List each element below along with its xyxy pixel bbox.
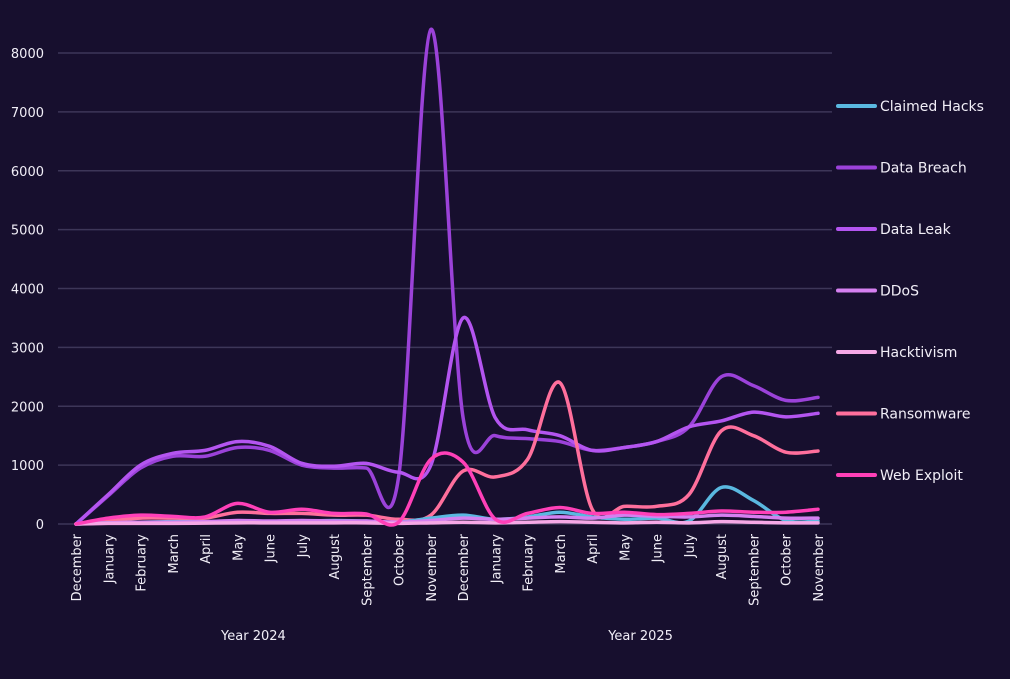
legend-item-web-exploit[interactable]: Web Exploit [836, 468, 963, 484]
legend-label: Hacktivism [880, 345, 957, 361]
x-tick-label: February [135, 534, 150, 592]
x-axis-ticks: December January February March April May June… [70, 533, 827, 606]
y-tick-label: 6000 [11, 165, 44, 180]
x-tick-label: June [264, 534, 279, 563]
y-tick-label: 7000 [11, 106, 44, 121]
x-tick-label: November [812, 533, 827, 601]
x-tick-label: July [296, 534, 311, 559]
legend-label: Web Exploit [880, 468, 963, 484]
x-tick-label: April [199, 534, 214, 564]
x-group-label: Year 2025 [607, 629, 673, 644]
y-tick-label: 1000 [11, 459, 44, 474]
legend-label: Data Breach [880, 161, 967, 177]
legend-item-ddos[interactable]: DDoS [836, 284, 919, 300]
legend-label: Ransomware [880, 407, 970, 423]
series-line-data-breach [74, 27, 820, 526]
legend-label: Data Leak [880, 222, 952, 238]
x-tick-label: May [231, 534, 246, 561]
x-tick-label: July [683, 534, 698, 559]
x-tick-label: January [102, 534, 117, 585]
legend-label: Claimed Hacks [880, 99, 984, 115]
x-tick-label: December [457, 533, 472, 601]
y-tick-label: 8000 [11, 47, 44, 62]
series-line-hacktivism [74, 519, 820, 526]
y-tick-label: 3000 [11, 341, 44, 356]
y-tick-label: 4000 [11, 283, 44, 298]
x-tick-label: January [489, 534, 504, 585]
legend-item-hacktivism[interactable]: Hacktivism [836, 345, 957, 361]
y-tick-label: 5000 [11, 224, 44, 239]
legend-item-data-leak[interactable]: Data Leak [836, 222, 952, 238]
x-tick-label: August [328, 534, 343, 580]
x-tick-label: June [651, 534, 666, 563]
legend: Claimed Hacks Data Breach Data Leak DDoS Hac… [836, 99, 984, 484]
gridlines [58, 52, 832, 525]
y-tick-label: 0 [36, 518, 44, 533]
x-tick-label: April [586, 534, 601, 564]
legend-item-claimed-hacks[interactable]: Claimed Hacks [836, 99, 984, 115]
series-lines [74, 27, 820, 527]
x-tick-label: March [554, 534, 569, 574]
legend-item-ransomware[interactable]: Ransomware [836, 407, 970, 423]
x-tick-label: March [167, 534, 182, 574]
x-tick-label: October [780, 533, 795, 586]
x-tick-label: May [618, 534, 633, 561]
series-line-data-leak [74, 316, 820, 526]
x-group-label: Year 2024 [220, 629, 286, 644]
x-tick-label: September [747, 533, 762, 606]
y-tick-label: 2000 [11, 400, 44, 415]
x-tick-label: August [715, 534, 730, 580]
legend-label: DDoS [880, 284, 919, 300]
y-axis-ticks: 0 1000 2000 3000 4000 5000 6000 7000 8000 [11, 47, 44, 533]
x-axis-group-labels: Year 2024 Year 2025 [220, 629, 673, 644]
x-tick-label: November [425, 533, 440, 601]
x-tick-label: December [70, 533, 85, 601]
x-tick-label: September [360, 533, 375, 606]
x-tick-label: October [393, 533, 408, 586]
x-tick-label: February [522, 534, 537, 592]
series-line-web-exploit [74, 451, 820, 527]
legend-item-data-breach[interactable]: Data Breach [836, 161, 967, 177]
